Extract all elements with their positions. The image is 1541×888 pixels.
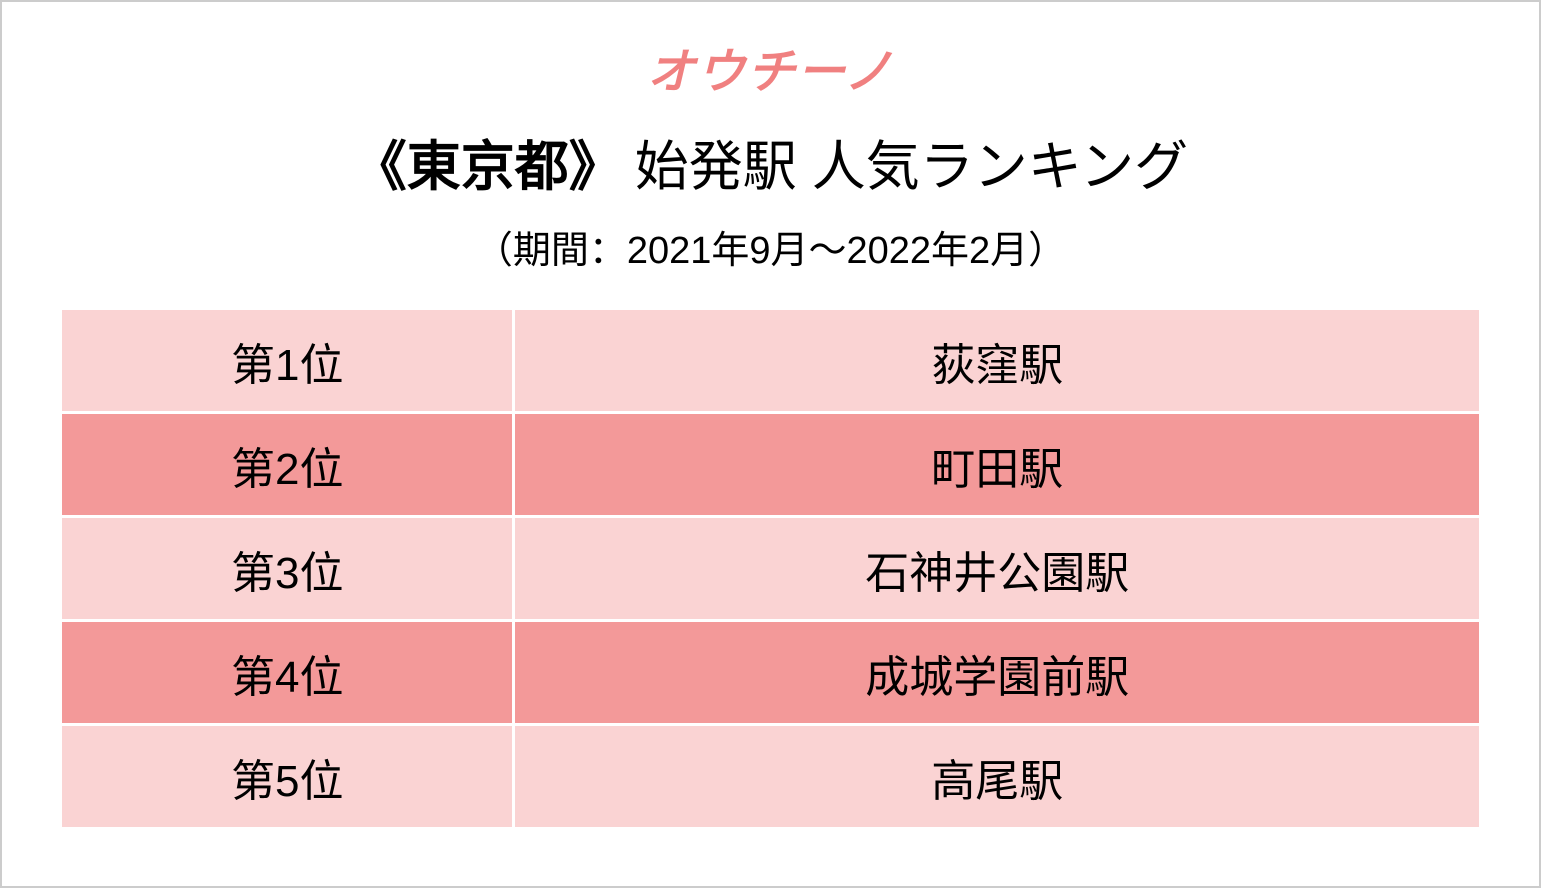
table-row: 第3位石神井公園駅 bbox=[62, 518, 1479, 622]
brand-logo: オウチーノ bbox=[647, 32, 894, 102]
station-cell: 高尾駅 bbox=[515, 726, 1479, 830]
rank-cell: 第3位 bbox=[62, 518, 515, 622]
rank-cell: 第5位 bbox=[62, 726, 515, 830]
table-row: 第1位荻窪駅 bbox=[62, 310, 1479, 414]
table-row: 第5位高尾駅 bbox=[62, 726, 1479, 830]
rank-cell: 第1位 bbox=[62, 310, 515, 414]
rank-cell: 第2位 bbox=[62, 414, 515, 518]
title-row: 《東京都》 始発駅 人気ランキング bbox=[353, 122, 1188, 201]
title-prefix: 《東京都》 bbox=[353, 122, 623, 201]
ranking-table-body: 第1位荻窪駅第2位町田駅第3位石神井公園駅第4位成城学園前駅第5位高尾駅 bbox=[62, 310, 1479, 830]
container: オウチーノ 《東京都》 始発駅 人気ランキング （期間：2021年9月～2022… bbox=[0, 0, 1541, 888]
ranking-table: 第1位荻窪駅第2位町田駅第3位石神井公園駅第4位成城学園前駅第5位高尾駅 bbox=[62, 310, 1479, 830]
subtitle: （期間：2021年9月～2022年2月） bbox=[475, 219, 1066, 274]
table-row: 第4位成城学園前駅 bbox=[62, 622, 1479, 726]
station-cell: 町田駅 bbox=[515, 414, 1479, 518]
station-cell: 荻窪駅 bbox=[515, 310, 1479, 414]
title-main: 始発駅 人気ランキング bbox=[635, 122, 1188, 201]
rank-cell: 第4位 bbox=[62, 622, 515, 726]
station-cell: 成城学園前駅 bbox=[515, 622, 1479, 726]
table-row: 第2位町田駅 bbox=[62, 414, 1479, 518]
station-cell: 石神井公園駅 bbox=[515, 518, 1479, 622]
